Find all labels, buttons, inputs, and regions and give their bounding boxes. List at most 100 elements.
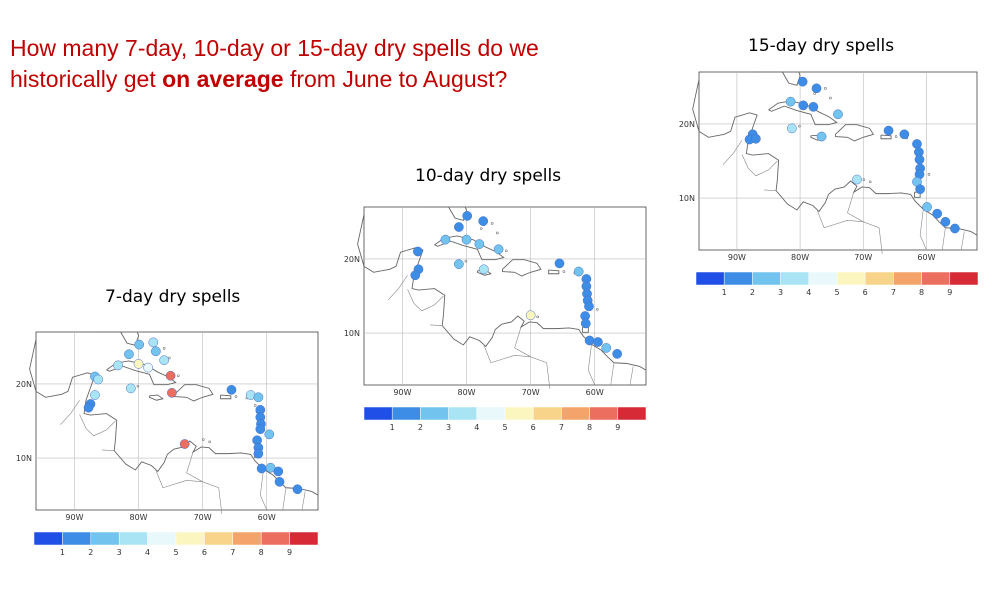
colorbar-tick-label: 5 [173,548,178,557]
map-frame [363,206,647,386]
colorbar-segment [391,406,421,421]
lon-label: 80W [129,513,147,522]
lon-label: 60W [258,513,276,522]
colorbar-segment [260,531,290,546]
colorbar-tick-label: 1 [60,548,65,557]
colorbar-segment [589,406,619,421]
station-marker [148,337,159,348]
country-border [186,452,203,483]
lon-label: 90W [65,513,83,522]
station-marker [478,216,489,226]
coastline [421,206,468,221]
lon-label: 80W [457,388,475,397]
station-marker [833,109,843,120]
country-border [847,192,864,223]
country-border [407,289,444,312]
lon-label: 80W [791,253,809,262]
station-marker [410,270,421,281]
colorbar-tick-label: 6 [202,548,207,557]
station-marker [90,390,100,400]
lon-label: 90W [728,253,746,262]
country-border [79,414,116,437]
coastline [755,71,801,86]
country-border [741,154,778,177]
colorbar-segment [561,406,590,421]
station-marker [914,154,925,165]
station-marker [950,223,960,234]
station-marker [787,123,797,134]
coastline [692,79,978,236]
country-border [629,366,634,386]
coastline [148,394,164,401]
colorbar-segment [780,271,810,286]
country-border [429,324,443,326]
colorbar-tick-label: 9 [947,288,952,297]
island [824,87,827,90]
colorbar-segment [695,271,725,286]
island [253,404,257,407]
country-border [941,227,946,251]
colorbar-tick-label: 5 [834,288,839,297]
question-emphasis: on average [162,66,284,92]
island [479,227,483,230]
colorbar-tick-label: 9 [287,548,292,557]
colorbar-segment [363,406,393,421]
colorbar-tick-label: 9 [615,423,620,432]
station-marker [274,476,285,487]
coastline [835,124,875,142]
station-marker [179,439,190,449]
lon-label: 70W [522,388,540,397]
country-border [764,189,777,191]
colorbar-segment [118,531,148,546]
colorbar-segment [232,531,262,546]
lat-label: 20N [679,120,695,129]
station-marker [133,359,144,369]
colorbar-tick-label: 3 [117,548,122,557]
coastline [880,134,892,140]
island [536,315,539,319]
island [496,231,499,235]
station-marker [593,337,603,347]
colorbar-segment [752,271,781,286]
station-marker [461,234,472,245]
colorbar-segment [90,531,120,546]
station-marker [273,466,284,477]
colorbar-segment [62,531,92,546]
station-marker [584,301,594,312]
station-marker [493,244,504,255]
colorbar-segment [147,531,177,546]
colorbar-segment [808,271,838,286]
station-marker [134,339,145,350]
colorbar-segment [504,406,534,421]
colorbar-segment [448,406,478,421]
country-border [482,343,551,389]
lon-label: 60W [917,253,935,262]
colorbar-tick-label: 7 [891,288,896,297]
station-marker [798,100,809,111]
island [136,384,140,388]
coastline [93,331,140,346]
map-panel-10day: 20N 10N 90W 80W 70W 60W 1 2 3 4 5 6 7 8 9 [344,206,647,432]
island [490,222,494,225]
station-marker [601,343,612,353]
station-marker [808,102,819,112]
station-marker [785,96,796,107]
station-marker [412,246,423,257]
colorbar-tick-label: 6 [531,423,536,432]
country-border [154,468,223,514]
country-border [101,449,115,451]
station-marker [580,318,591,329]
lon-label: 60W [586,388,604,397]
station-marker [474,239,485,249]
coastline [501,259,542,277]
title-10day: 10-day dry spells [415,166,562,186]
station-marker [912,139,922,149]
station-marker [226,385,237,395]
lat-label: 20N [344,255,360,264]
country-border [588,344,596,386]
country-border [816,208,883,254]
station-marker [253,448,264,459]
station-marker [462,211,473,221]
island [927,173,931,176]
question-part-3: from June to August? [283,66,508,92]
